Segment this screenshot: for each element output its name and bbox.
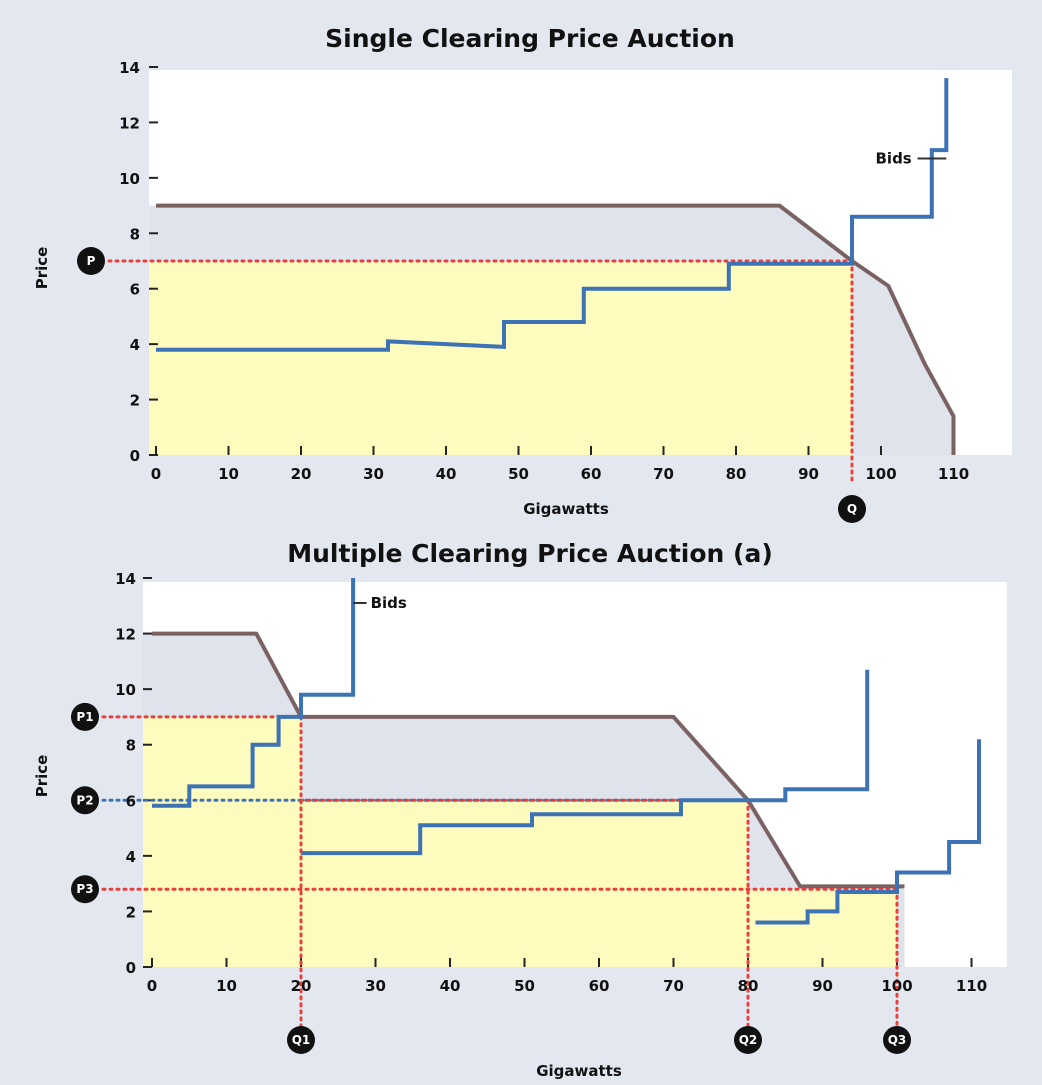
x-tick-label: 20 xyxy=(291,465,312,483)
tick-marks xyxy=(149,66,955,456)
y-tick-label: 6 xyxy=(130,281,140,299)
x-tick-label: 90 xyxy=(812,977,833,995)
x-tick-label: 30 xyxy=(363,465,384,483)
clearing-lines xyxy=(101,715,899,1029)
bids-label: Bids xyxy=(371,594,407,612)
demand-curve xyxy=(152,631,905,889)
demand-curve xyxy=(156,203,956,455)
y-tick-label: 14 xyxy=(115,570,136,588)
x-tick-label: 30 xyxy=(365,977,386,995)
bids-curve-2 xyxy=(301,669,870,856)
bids-curve xyxy=(156,78,949,352)
quantity-marker-label: Q1 xyxy=(292,1033,311,1047)
x-tick-label: 10 xyxy=(216,977,237,995)
y-tick-label: 8 xyxy=(126,737,136,755)
bids-curve-3 xyxy=(755,739,981,925)
x-tick-label: 60 xyxy=(581,465,602,483)
quantity-marker-label: Q xyxy=(847,502,857,516)
x-tick-label: 100 xyxy=(865,465,896,483)
x-tick-labels: 0 10 20 30 40 50 60 70 80 90 100 110 xyxy=(147,977,987,995)
bids-label: Bids xyxy=(876,149,912,167)
y-tick-label: 12 xyxy=(115,626,136,644)
x-tick-label: 40 xyxy=(436,465,457,483)
y-tick-labels: 0 2 4 6 8 10 12 14 xyxy=(119,59,140,465)
quantity-marker: Q2 xyxy=(734,1026,762,1054)
y-tick-label: 10 xyxy=(119,170,140,188)
clearing-markers: PQ xyxy=(77,247,866,523)
x-tick-label: 10 xyxy=(218,465,239,483)
x-tick-label: 50 xyxy=(514,977,535,995)
clearing-markers: P1 Q1 P2 Q2 P3 Q3 xyxy=(71,702,911,1054)
chart-title: Single Clearing Price Auction xyxy=(325,24,735,53)
x-tick-label: 40 xyxy=(440,977,461,995)
y-tick-label: 10 xyxy=(115,681,136,699)
y-axis-label: Price xyxy=(33,247,51,290)
x-tick-label: 90 xyxy=(798,465,819,483)
quantity-marker-label: Q2 xyxy=(739,1033,758,1047)
x-tick-labels: 0 10 20 30 40 50 60 70 80 90 100 110 xyxy=(151,465,969,483)
clearing-fill-area xyxy=(149,261,852,455)
multiple-clearing-chart: Bids 0 10 20 30 40 50 60 70 80 90 100 110 0 2 4 6 8 10 12… xyxy=(33,539,1007,1080)
clearing-lines xyxy=(107,259,854,487)
quantity-marker: Q xyxy=(838,495,866,523)
y-tick-label: 4 xyxy=(130,336,140,354)
y-tick-label: 12 xyxy=(119,114,140,132)
x-tick-label: 100 xyxy=(881,977,912,995)
y-tick-label: 6 xyxy=(126,792,136,810)
y-tick-labels: 0 2 4 6 8 10 12 14 xyxy=(115,570,136,977)
x-axis-label: Gigawatts xyxy=(523,500,609,518)
x-tick-label: 110 xyxy=(938,465,969,483)
quantity-marker: Q3 xyxy=(883,1026,911,1054)
bids-curve-1 xyxy=(152,578,356,808)
x-tick-label: 80 xyxy=(726,465,747,483)
chart-title: Multiple Clearing Price Auction (a) xyxy=(287,539,773,568)
x-tick-label: 110 xyxy=(956,977,987,995)
y-tick-label: 0 xyxy=(130,447,140,465)
x-tick-label: 80 xyxy=(738,977,759,995)
x-tick-label: 0 xyxy=(147,977,157,995)
y-tick-label: 2 xyxy=(130,392,140,410)
quantity-marker-label: Q3 xyxy=(888,1033,907,1047)
price-marker: P2 xyxy=(71,786,99,815)
x-tick-label: 70 xyxy=(653,465,674,483)
x-tick-label: 70 xyxy=(663,977,684,995)
quantity-marker: Q1 xyxy=(287,1026,315,1054)
price-marker-label: P2 xyxy=(76,793,93,807)
price-marker-label: P xyxy=(87,254,96,268)
y-tick-label: 8 xyxy=(130,225,140,243)
y-tick-label: 4 xyxy=(126,848,136,866)
clearing-fill-areas xyxy=(143,716,897,967)
price-marker: P xyxy=(77,247,105,275)
y-tick-label: 2 xyxy=(126,903,136,921)
price-marker: P1 xyxy=(71,702,99,731)
y-tick-label: 0 xyxy=(126,959,136,977)
x-axis-label: Gigawatts xyxy=(536,1062,622,1080)
x-tick-label: 60 xyxy=(589,977,610,995)
clearing-fill-1 xyxy=(143,716,301,967)
single-clearing-chart: Bids 0 10 20 30 40 50 60 70 80 90 100 110 0 2 4 6 8 10 12… xyxy=(33,24,1012,523)
x-tick-label: 0 xyxy=(151,465,161,483)
bids-curves xyxy=(152,578,981,925)
price-marker: P3 xyxy=(71,875,99,904)
x-tick-label: 20 xyxy=(291,977,312,995)
y-tick-label: 14 xyxy=(119,59,140,77)
clearing-fill-3 xyxy=(748,889,897,967)
y-axis-label: Price xyxy=(33,755,51,798)
x-tick-label: 50 xyxy=(508,465,529,483)
price-marker-label: P1 xyxy=(76,710,93,724)
clearing-fill-2 xyxy=(301,800,748,967)
price-marker-label: P3 xyxy=(76,882,93,896)
